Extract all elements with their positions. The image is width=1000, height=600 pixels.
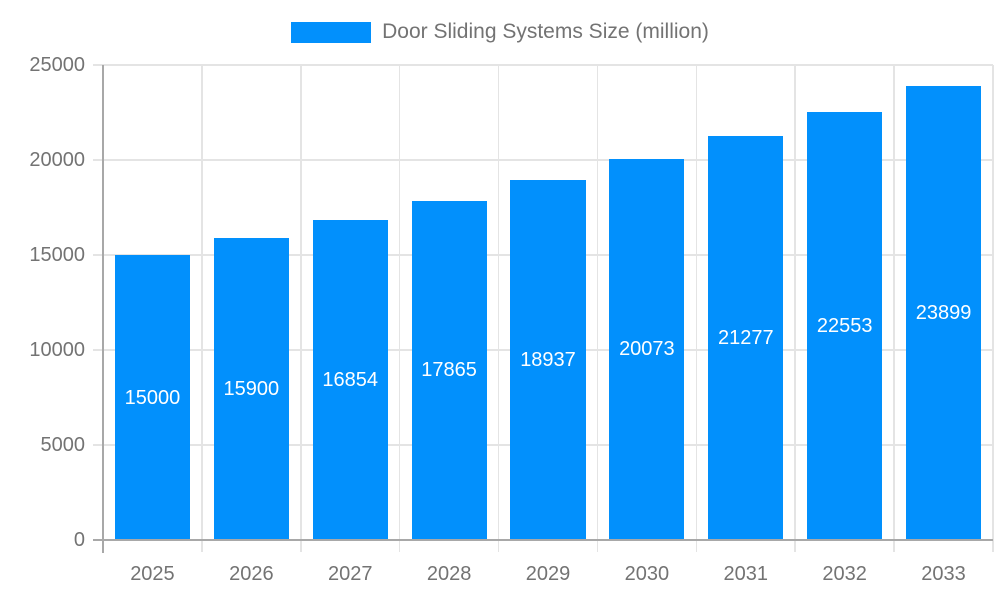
bar-value-label: 15000 [124, 386, 181, 409]
x-axis-tick-label: 2028 [426, 563, 472, 585]
bar-value-label: 16854 [322, 368, 379, 391]
legend[interactable]: Door Sliding Systems Size (million) [0, 19, 1000, 45]
bar-value-label: 20073 [619, 338, 675, 361]
y-axis-tick-label: 25000 [29, 54, 85, 76]
bar-2031[interactable] [708, 135, 784, 540]
x-axis-labels: 2025 2026 2027 2028 2029 2030 2031 2032 2033 [103, 540, 993, 595]
bar-value-label: 23899 [915, 301, 972, 324]
bar-value-label: 17865 [421, 359, 477, 382]
y-axis-tick-label: 0 [73, 529, 85, 551]
legend-label: Door Sliding Systems Size (million) [382, 20, 709, 43]
bar-2032[interactable] [807, 111, 883, 540]
x-axis-tick-label: 2032 [822, 563, 867, 585]
x-axis-tick-label: 2025 [130, 563, 175, 585]
x-axis-tick-label: 2029 [525, 563, 571, 585]
x-gridline [992, 65, 994, 552]
x-gridline [398, 65, 401, 552]
x-gridline [794, 65, 796, 552]
x-axis-line [93, 539, 993, 541]
bar-2027[interactable] [312, 219, 388, 540]
y-axis-line [102, 65, 104, 553]
bar-2030[interactable] [609, 158, 685, 540]
x-gridline [300, 65, 302, 552]
bar-2029[interactable] [510, 180, 586, 540]
x-axis-tick-label: 2026 [229, 563, 274, 585]
x-gridline [497, 65, 500, 552]
y-gridline [93, 64, 993, 66]
y-axis-tick-label: 20000 [29, 149, 85, 171]
bar-value-label: 21277 [717, 326, 774, 349]
x-axis-tick-label: 2027 [327, 563, 373, 585]
bar-2028[interactable] [411, 200, 487, 540]
y-axis-labels: 0 5000 10000 15000 20000 25000 [0, 0, 85, 600]
x-gridline [695, 65, 698, 552]
bar-2025[interactable] [114, 255, 190, 540]
x-gridline [201, 65, 203, 552]
y-axis-tick-label: 10000 [29, 339, 85, 361]
bar-value-label: 18937 [520, 349, 576, 372]
y-gridline [93, 159, 993, 161]
x-axis-tick-label: 2030 [624, 563, 670, 585]
x-gridline [893, 65, 895, 552]
bar-2026[interactable] [213, 237, 289, 540]
y-axis-tick-label: 5000 [40, 434, 86, 456]
x-axis-tick-label: 2033 [921, 563, 966, 585]
y-axis-tick-label: 15000 [29, 244, 85, 266]
bar-2033[interactable] [905, 85, 982, 540]
x-axis-tick-label: 2031 [723, 563, 769, 585]
legend-swatch [291, 21, 372, 43]
plot-area: 15000 15900 16854 17865 18937 20073 21277 22553… [93, 64, 994, 553]
bar-value-label: 15900 [223, 377, 280, 400]
bar-value-label: 22553 [816, 314, 873, 337]
x-gridline [596, 65, 599, 552]
